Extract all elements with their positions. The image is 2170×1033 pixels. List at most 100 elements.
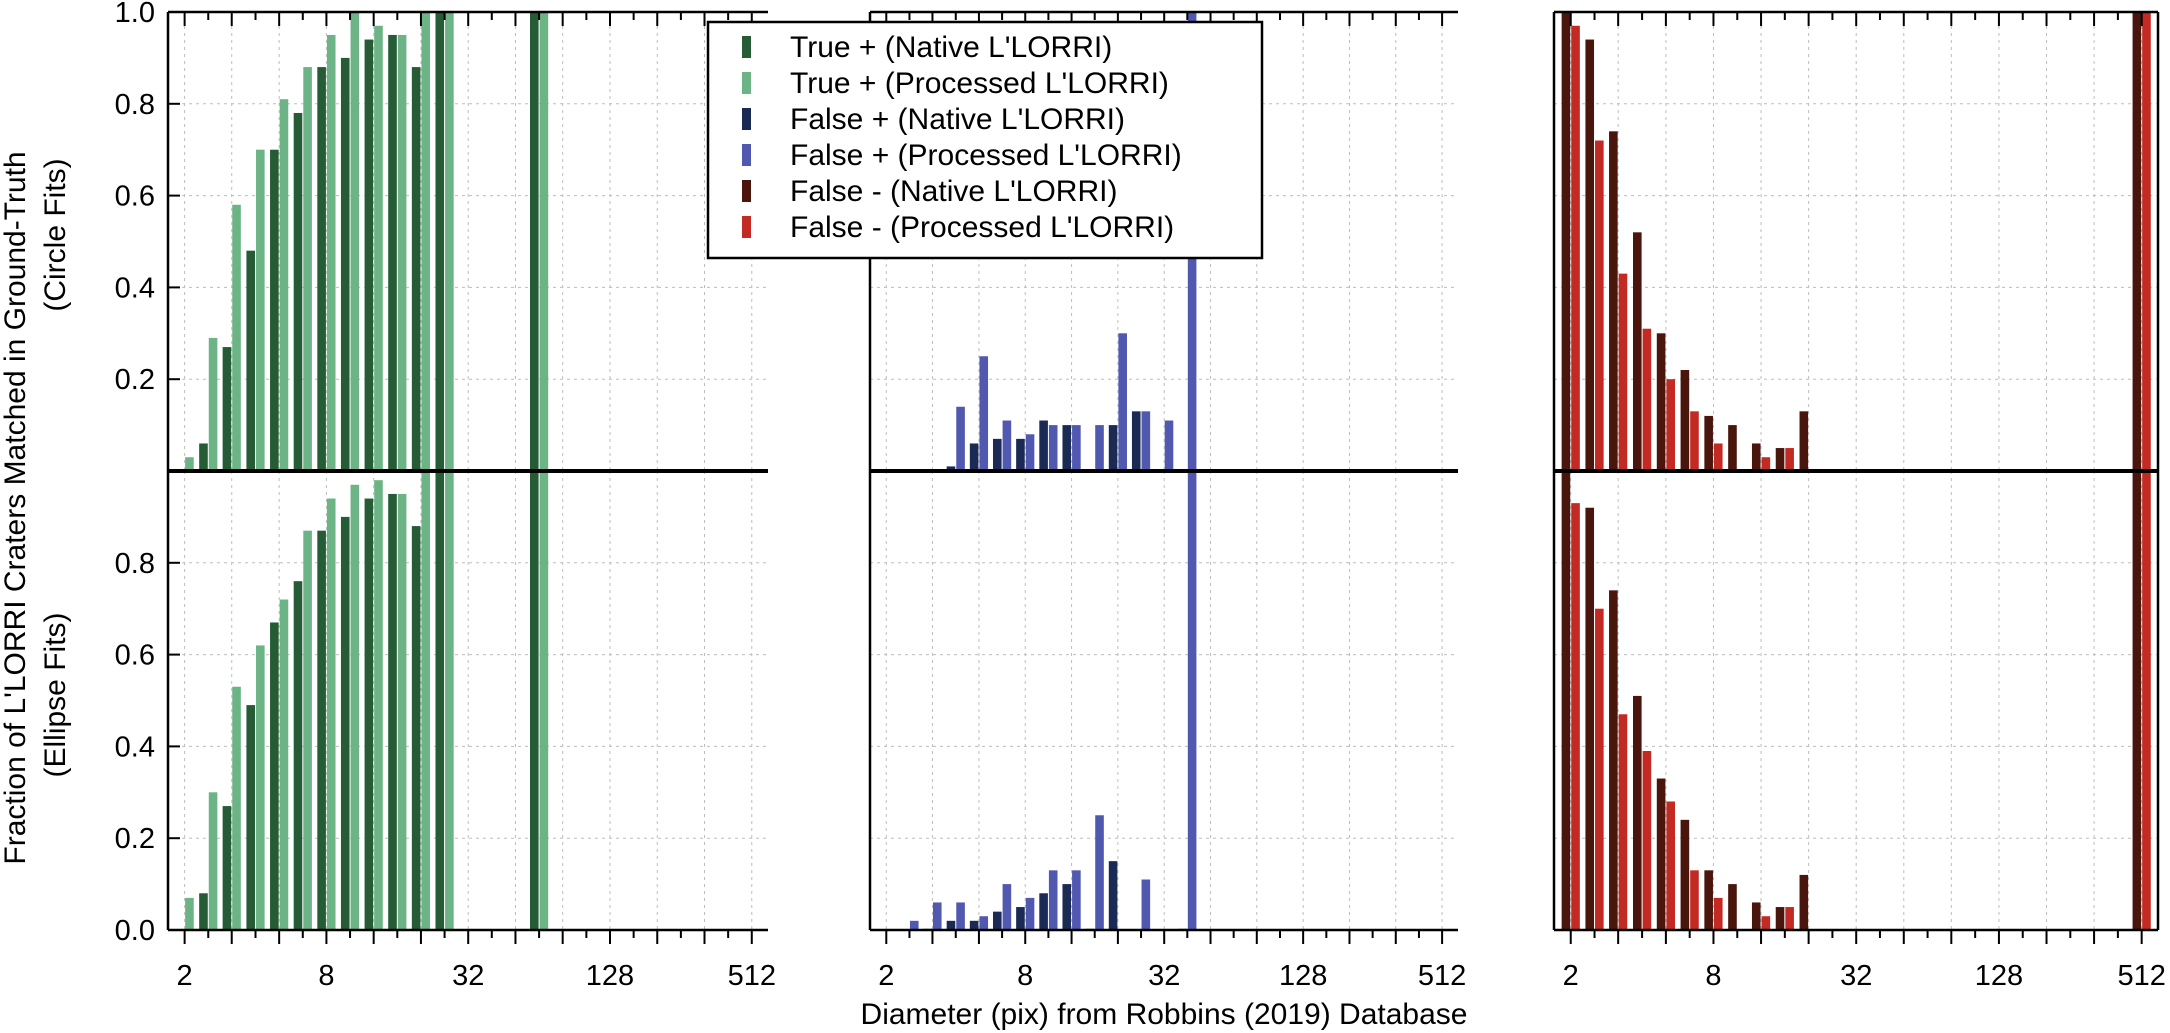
- bar-native: [1751, 443, 1761, 471]
- bar-native: [1561, 12, 1571, 471]
- x-tick-label: 8: [1705, 960, 1721, 992]
- bar-native: [1561, 471, 1571, 930]
- x-tick-label: 8: [318, 960, 334, 992]
- bar-processed: [1785, 448, 1794, 471]
- bar-processed: [1141, 879, 1151, 930]
- bar-native: [2132, 471, 2142, 930]
- bar-processed: [979, 916, 989, 930]
- bar-processed: [1025, 897, 1035, 930]
- bar-native: [1704, 415, 1713, 471]
- bar-native: [1728, 884, 1737, 930]
- bar-processed: [1642, 750, 1652, 930]
- x-tick-label: 32: [1148, 960, 1180, 992]
- bar-processed: [1141, 411, 1151, 471]
- bar-native: [946, 466, 956, 471]
- frame-layer: [166, 10, 2160, 932]
- bar-processed: [1048, 425, 1058, 471]
- bar-processed: [421, 471, 431, 930]
- bar-processed: [279, 599, 289, 930]
- bar-native: [293, 112, 303, 471]
- y-tick-label: 0.0: [115, 915, 155, 947]
- legend-swatch: [742, 36, 751, 58]
- bar-processed: [909, 920, 919, 930]
- bar-processed: [539, 12, 549, 471]
- legend-swatch: [742, 72, 751, 94]
- y-tick-label: 0.2: [115, 823, 155, 855]
- bar-processed: [1571, 503, 1580, 930]
- bar-processed: [1690, 411, 1699, 471]
- bar-processed: [1642, 328, 1652, 471]
- bar-native: [1775, 907, 1785, 930]
- bar-native: [1704, 870, 1713, 930]
- bar-processed: [1595, 608, 1604, 930]
- bar-native: [992, 911, 1002, 930]
- bar-native: [2132, 12, 2142, 471]
- bar-native: [1633, 232, 1642, 471]
- bar-native: [1131, 411, 1141, 471]
- bar-native: [1016, 438, 1025, 471]
- bar-processed: [1571, 25, 1580, 472]
- x-tick-label: 128: [1279, 960, 1327, 992]
- bar-processed: [1187, 471, 1197, 930]
- bar-processed: [279, 99, 289, 472]
- bar-native: [364, 39, 374, 471]
- bar-native: [1016, 907, 1025, 930]
- bar-processed: [1002, 884, 1012, 930]
- x-tick-label: 2: [177, 960, 193, 992]
- x-tick-label: 2: [878, 960, 894, 992]
- legend-swatch: [742, 180, 751, 202]
- bar-native: [317, 67, 326, 471]
- bar-native: [1108, 861, 1118, 930]
- bar-native: [1775, 448, 1785, 471]
- bar-processed: [956, 902, 965, 930]
- legend-swatch: [742, 108, 751, 130]
- bar-native: [222, 347, 232, 471]
- legend: True + (Native L'LORRI)True + (Processed…: [706, 20, 1264, 260]
- tick-layer: 2 8 32 128 512 2 8 32 128 512 2 8 32 128 512 0.2 0.4 0.6 0…: [115, 0, 2166, 992]
- x-tick-label: 512: [1418, 960, 1466, 992]
- bar-native: [317, 530, 326, 930]
- x-tick-label: 32: [1840, 960, 1872, 992]
- x-tick-label: 512: [728, 960, 776, 992]
- legend-label: True + (Native L'LORRI): [790, 31, 1112, 64]
- bar-processed: [326, 34, 336, 471]
- legend-label: False + (Processed L'LORRI): [790, 139, 1182, 172]
- bar-processed: [232, 204, 241, 471]
- bar-native: [946, 920, 956, 930]
- bar-processed: [1666, 801, 1675, 930]
- bar-native: [199, 443, 208, 471]
- legend-swatch: [742, 216, 751, 238]
- bar-processed: [1095, 425, 1104, 471]
- bar-native: [435, 471, 445, 930]
- bar-native: [1585, 507, 1595, 930]
- bar-processed: [1761, 457, 1771, 471]
- bar-processed: [303, 530, 312, 930]
- y-tick-label: 1.0: [115, 0, 155, 29]
- bar-processed: [1690, 870, 1699, 930]
- bar-processed: [1618, 714, 1628, 930]
- bar-native: [1751, 902, 1761, 930]
- y-tick-label: 0.4: [115, 731, 155, 763]
- bar-native: [246, 250, 256, 471]
- x-axis-title: Diameter (pix) from Robbins (2019) Datab…: [861, 998, 1468, 1031]
- bar-processed: [1025, 434, 1035, 471]
- bar-processed: [350, 12, 360, 471]
- bar-processed: [445, 471, 454, 930]
- bar-native: [1680, 370, 1690, 471]
- bar-processed: [1595, 140, 1604, 471]
- bar-native: [529, 12, 539, 471]
- bar-native: [529, 471, 539, 930]
- x-tick-label: 32: [452, 960, 484, 992]
- bar-processed: [208, 337, 218, 471]
- y-tick-label: 0.4: [115, 272, 155, 304]
- bar-processed: [208, 792, 218, 930]
- y-tick-label: 0.6: [115, 640, 155, 672]
- bar-processed: [539, 471, 549, 930]
- bar-processed: [1713, 897, 1723, 930]
- y-tick-label: 0.8: [115, 548, 155, 580]
- bar-native: [1585, 39, 1595, 471]
- bar-processed: [397, 34, 407, 471]
- y-tick-label: 0.8: [115, 89, 155, 121]
- legend-swatch: [742, 144, 751, 166]
- bar-native: [1633, 695, 1642, 930]
